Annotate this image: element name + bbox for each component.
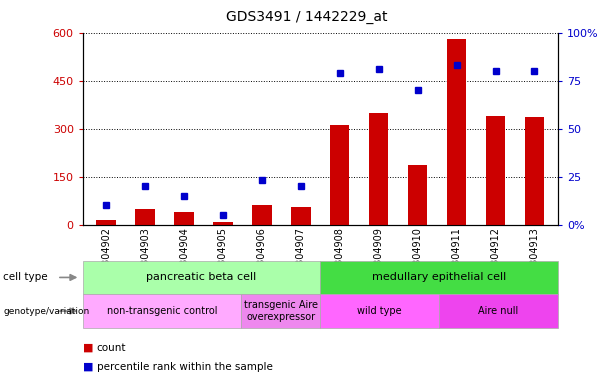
Bar [213, 222, 233, 225]
Text: percentile rank within the sample: percentile rank within the sample [97, 362, 273, 372]
Text: cell type: cell type [3, 272, 48, 283]
Text: GDS3491 / 1442229_at: GDS3491 / 1442229_at [226, 10, 387, 23]
Text: ■: ■ [83, 362, 93, 372]
Bar [135, 209, 155, 225]
Bar [252, 205, 272, 225]
Text: ■: ■ [83, 343, 93, 353]
Text: Aire null: Aire null [478, 306, 519, 316]
Bar [485, 116, 505, 225]
Bar [447, 39, 466, 225]
Bar [291, 207, 311, 225]
Bar [174, 212, 194, 225]
Text: genotype/variation: genotype/variation [3, 306, 89, 316]
Text: transgenic Aire
overexpressor: transgenic Aire overexpressor [244, 300, 318, 322]
Text: pancreatic beta cell: pancreatic beta cell [147, 272, 257, 283]
Bar [369, 113, 389, 225]
Bar [330, 126, 349, 225]
Text: non-transgenic control: non-transgenic control [107, 306, 217, 316]
Text: count: count [97, 343, 126, 353]
Text: wild type: wild type [357, 306, 402, 316]
Bar [96, 220, 116, 225]
Bar [408, 166, 427, 225]
Bar [525, 118, 544, 225]
Text: medullary epithelial cell: medullary epithelial cell [372, 272, 506, 283]
